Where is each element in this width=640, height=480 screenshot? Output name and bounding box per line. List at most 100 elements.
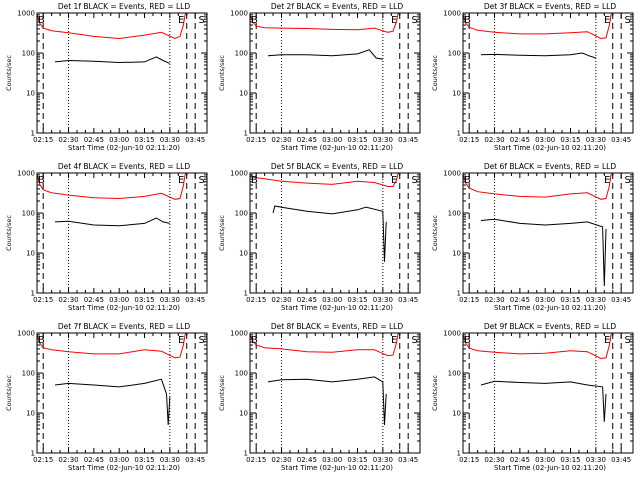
phase-letter-e: E — [391, 175, 397, 186]
y-tick-label: 100 — [448, 370, 461, 378]
x-tick-label: 02:15 — [33, 296, 53, 304]
x-tick-label: 03:15 — [560, 136, 580, 144]
plot-frame — [36, 172, 208, 294]
x-tick-label: 02:30 — [58, 136, 78, 144]
phase-letter-s: S — [412, 15, 418, 26]
phase-letter-b: B — [464, 175, 471, 186]
x-tick-label: 03:00 — [322, 456, 342, 464]
panel-det-4: 1 10 100 1000 02:15 02:30 02:45 03:00 03:15 03:30… — [5, 162, 208, 312]
panel-det-6: 1 10 100 1000 02:15 02:30 02:45 03:00 03:15 03:30… — [431, 162, 634, 312]
x-axis-label: Start Time (02-Jun-10 02:11:20) — [494, 144, 606, 152]
y-axis-label: Counts/sec — [431, 55, 439, 91]
phase-letter-s: S — [625, 175, 631, 186]
y-tick-label: 1000 — [17, 330, 35, 338]
x-axis-label: Start Time (02-Jun-10 02:11:20) — [68, 304, 180, 312]
x-tick-label: 03:15 — [134, 296, 154, 304]
panel-title: Det 1f BLACK = Events, RED = LLD — [58, 2, 191, 11]
phase-letter-b: B — [464, 15, 471, 26]
x-axis-label: Start Time (02-Jun-10 02:11:20) — [281, 464, 393, 472]
events-series-line — [480, 380, 607, 422]
x-tick-label: 02:45 — [510, 136, 530, 144]
x-tick-label: 03:15 — [134, 136, 154, 144]
y-tick-label: 1000 — [443, 330, 461, 338]
y-tick-label: 1 — [457, 450, 461, 458]
events-series-line — [54, 217, 170, 227]
x-tick-label: 03:00 — [322, 296, 342, 304]
y-tick-label: 1 — [457, 130, 461, 138]
x-tick-label: 03:30 — [586, 296, 606, 304]
y-axis-label: Counts/sec — [218, 55, 226, 91]
panel-det-2: 1 10 100 1000 02:15 02:30 02:45 03:00 03:15 03:30… — [218, 2, 421, 152]
phase-letter-b: B — [251, 335, 258, 346]
x-axis-label: Start Time (02-Jun-10 02:11:20) — [68, 144, 180, 152]
lld-series-line — [249, 12, 400, 33]
x-tick-label: 02:45 — [297, 296, 317, 304]
x-tick-label: 02:30 — [484, 136, 504, 144]
phase-letter-s: S — [412, 335, 418, 346]
lld-series-line — [462, 332, 614, 360]
x-tick-label: 03:00 — [535, 456, 555, 464]
panel-title: Det 5f BLACK = Events, RED = LLD — [271, 162, 404, 171]
plot-frame — [462, 12, 634, 134]
y-tick-label: 1000 — [17, 10, 35, 18]
x-tick-label: 02:45 — [84, 296, 104, 304]
phase-letter-e: E — [604, 175, 610, 186]
y-tick-label: 10 — [26, 410, 35, 418]
x-tick-label: 03:15 — [560, 456, 580, 464]
lld-series-line — [249, 332, 400, 357]
y-axis-label: Counts/sec — [5, 375, 13, 411]
phase-letter-e: E — [604, 335, 610, 346]
x-tick-label: 02:15 — [459, 456, 479, 464]
y-tick-label: 1000 — [443, 10, 461, 18]
x-tick-label: 03:00 — [535, 136, 555, 144]
panel-title: Det 7f BLACK = Events, RED = LLD — [58, 322, 191, 331]
x-tick-label: 02:15 — [459, 296, 479, 304]
y-tick-label: 100 — [235, 370, 248, 378]
y-tick-label: 10 — [239, 250, 248, 258]
panel-det-5: 1 10 100 1000 02:15 02:30 02:45 03:00 03:15 03:30… — [218, 162, 421, 312]
events-series-line — [54, 56, 170, 64]
x-tick-label: 02:30 — [271, 136, 291, 144]
y-axis-label: Counts/sec — [218, 375, 226, 411]
phase-letter-b: B — [38, 175, 45, 186]
x-tick-label: 03:00 — [535, 296, 555, 304]
events-series-line — [54, 378, 171, 426]
plot-frame — [36, 332, 208, 454]
y-axis-label: Counts/sec — [218, 215, 226, 251]
plot-frame — [462, 172, 634, 294]
x-tick-label: 02:30 — [484, 296, 504, 304]
plot-frame — [462, 332, 634, 454]
y-axis-label: Counts/sec — [5, 215, 13, 251]
y-tick-label: 1000 — [230, 10, 248, 18]
y-tick-label: 100 — [22, 210, 35, 218]
x-tick-label: 03:15 — [347, 456, 367, 464]
phase-letter-s: S — [625, 335, 631, 346]
y-tick-label: 10 — [452, 250, 461, 258]
x-tick-label: 02:45 — [510, 296, 530, 304]
x-tick-label: 02:15 — [246, 456, 266, 464]
x-tick-label: 02:30 — [484, 456, 504, 464]
phase-letter-s: S — [199, 175, 205, 186]
y-tick-label: 10 — [26, 250, 35, 258]
x-tick-label: 03:15 — [560, 296, 580, 304]
events-series-line — [272, 205, 387, 262]
panel-det-7: 1 10 100 1000 02:15 02:30 02:45 03:00 03:15 03:30… — [5, 322, 208, 472]
panel-title: Det 4f BLACK = Events, RED = LLD — [58, 162, 191, 171]
plot-frame — [249, 12, 421, 134]
events-series-line — [480, 218, 607, 287]
y-tick-label: 10 — [239, 410, 248, 418]
lld-series-line — [36, 12, 188, 40]
x-tick-label: 03:30 — [373, 456, 393, 464]
x-tick-label: 02:30 — [58, 456, 78, 464]
phase-letter-b: B — [464, 335, 471, 346]
x-tick-label: 03:30 — [586, 136, 606, 144]
x-tick-label: 03:00 — [322, 136, 342, 144]
phase-letter-s: S — [199, 15, 205, 26]
x-tick-label: 02:30 — [271, 456, 291, 464]
x-tick-label: 03:00 — [109, 136, 129, 144]
panel-title: Det 9f BLACK = Events, RED = LLD — [484, 322, 617, 331]
phase-letter-b: B — [251, 15, 258, 26]
x-tick-label: 03:45 — [611, 456, 631, 464]
plot-frame — [249, 332, 421, 454]
x-tick-label: 02:30 — [58, 296, 78, 304]
